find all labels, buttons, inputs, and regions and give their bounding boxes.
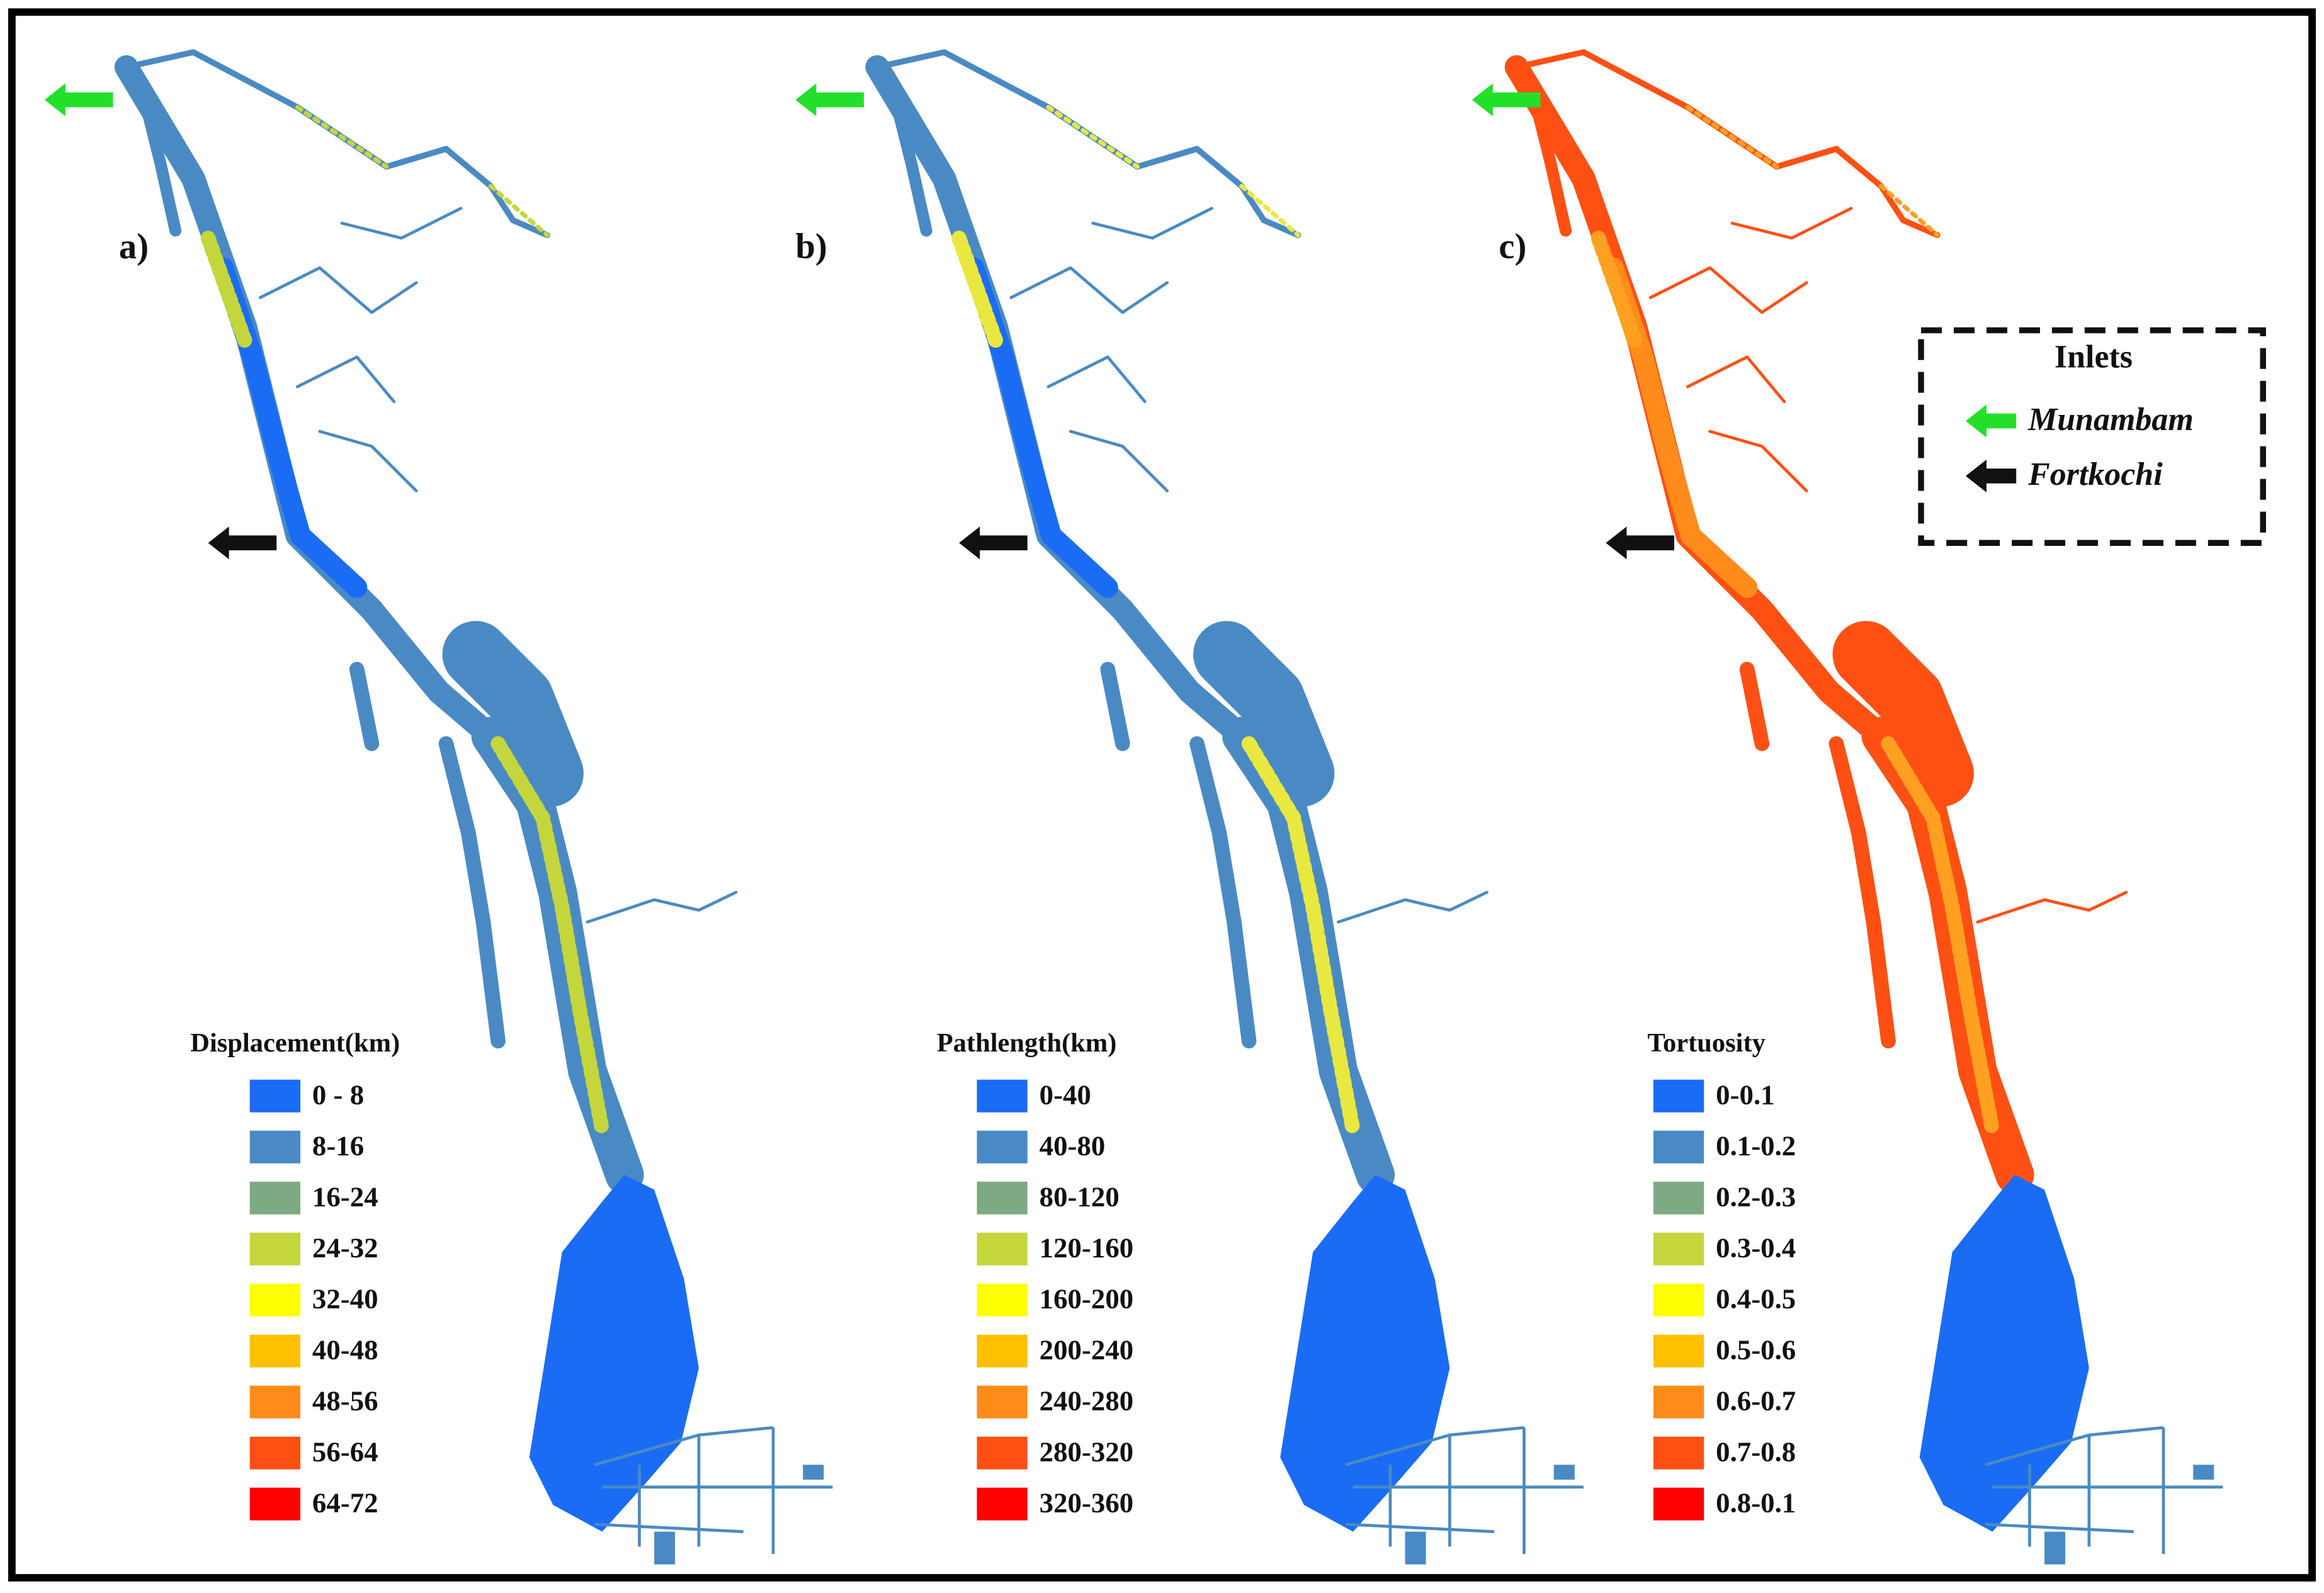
inlet-label: Fortkochi [2027, 456, 2163, 492]
legend-swatch [249, 1232, 301, 1266]
legend-swatch [1653, 1283, 1704, 1317]
legend-label: 64-72 [312, 1487, 378, 1518]
legend-swatch [1653, 1232, 1704, 1266]
legend-swatch [1653, 1181, 1704, 1215]
legend-label: 160-200 [1040, 1283, 1134, 1314]
legend-swatch [1653, 1385, 1704, 1419]
legend-label: 40-80 [1040, 1130, 1106, 1161]
legend-title: Displacement(km) [190, 1028, 400, 1058]
legend-swatch [249, 1283, 301, 1317]
legend-label: 280-320 [1040, 1436, 1134, 1467]
legend-swatch [1653, 1130, 1704, 1164]
legend-label: 80-120 [1040, 1181, 1119, 1212]
munambam-arrow [44, 83, 113, 116]
map-c [1517, 52, 2223, 1565]
legend-label: 56-64 [312, 1436, 378, 1467]
panel-label: b) [795, 227, 827, 266]
legend-swatch [249, 1130, 301, 1164]
legend-swatch [249, 1181, 301, 1215]
panel-label: a) [119, 227, 149, 266]
legend-swatch [249, 1436, 301, 1470]
legend-label: 48-56 [312, 1385, 378, 1416]
legend-label: 0.7-0.8 [1716, 1436, 1796, 1467]
legend-swatch [1653, 1436, 1704, 1470]
legend-swatch [977, 1283, 1028, 1317]
legend-label: 0 - 8 [312, 1079, 364, 1110]
legend-label: 0.8-0.1 [1716, 1487, 1796, 1518]
legend-label: 240-280 [1040, 1385, 1134, 1416]
inlet-arrow [1965, 404, 2017, 438]
legend-label: 0.5-0.6 [1716, 1334, 1796, 1365]
legend-label: 24-32 [312, 1232, 378, 1263]
legend-label: 120-160 [1040, 1232, 1134, 1263]
legend-swatch [249, 1487, 301, 1521]
legend-swatch [977, 1385, 1028, 1419]
legend-label: 0.4-0.5 [1716, 1283, 1796, 1314]
legend-swatch [977, 1334, 1028, 1368]
legend-label: 32-40 [312, 1283, 378, 1314]
legend-swatch [977, 1130, 1028, 1164]
legend-swatch [1653, 1487, 1704, 1521]
inlet-arrow [1965, 459, 2017, 492]
legend-swatch [977, 1232, 1028, 1266]
inlet-label: Munambam [2027, 402, 2194, 438]
munambam-arrow [795, 83, 864, 116]
legend-label: 16-24 [312, 1181, 378, 1212]
legend-swatch [1653, 1079, 1704, 1113]
legend-swatch [977, 1436, 1028, 1470]
legend-swatch [249, 1334, 301, 1368]
munambam-arrow [1471, 83, 1541, 116]
inlets-title: Inlets [2055, 339, 2133, 375]
legend-label: 0-40 [1040, 1079, 1091, 1110]
frame [8, 8, 2316, 1582]
legend-swatch [249, 1385, 301, 1419]
legend-label: 0-0.1 [1716, 1079, 1774, 1110]
map-a [127, 52, 833, 1565]
legend-label: 40-48 [312, 1334, 378, 1365]
panel-label: c) [1499, 227, 1526, 266]
fortkochi-arrow [1606, 526, 1675, 560]
legend-title: Pathlength(km) [937, 1028, 1117, 1058]
legend-swatch [249, 1079, 301, 1113]
legend-title: Tortuosity [1648, 1028, 1766, 1058]
legend-label: 8-16 [312, 1130, 364, 1161]
legend-swatch [977, 1181, 1028, 1215]
legend-label: 0.6-0.7 [1716, 1385, 1796, 1416]
legend-label: 0.2-0.3 [1716, 1181, 1796, 1212]
legend-swatch [977, 1487, 1028, 1521]
fortkochi-arrow [208, 526, 277, 560]
legend-label: 320-360 [1040, 1487, 1134, 1518]
legend-label: 200-240 [1040, 1334, 1134, 1365]
inlets-box [1918, 327, 2266, 546]
legend-label: 0.3-0.4 [1716, 1232, 1796, 1263]
legend-label: 0.1-0.2 [1716, 1130, 1796, 1161]
legend-swatch [977, 1079, 1028, 1113]
legend-swatch [1653, 1334, 1704, 1368]
fortkochi-arrow [959, 526, 1028, 560]
